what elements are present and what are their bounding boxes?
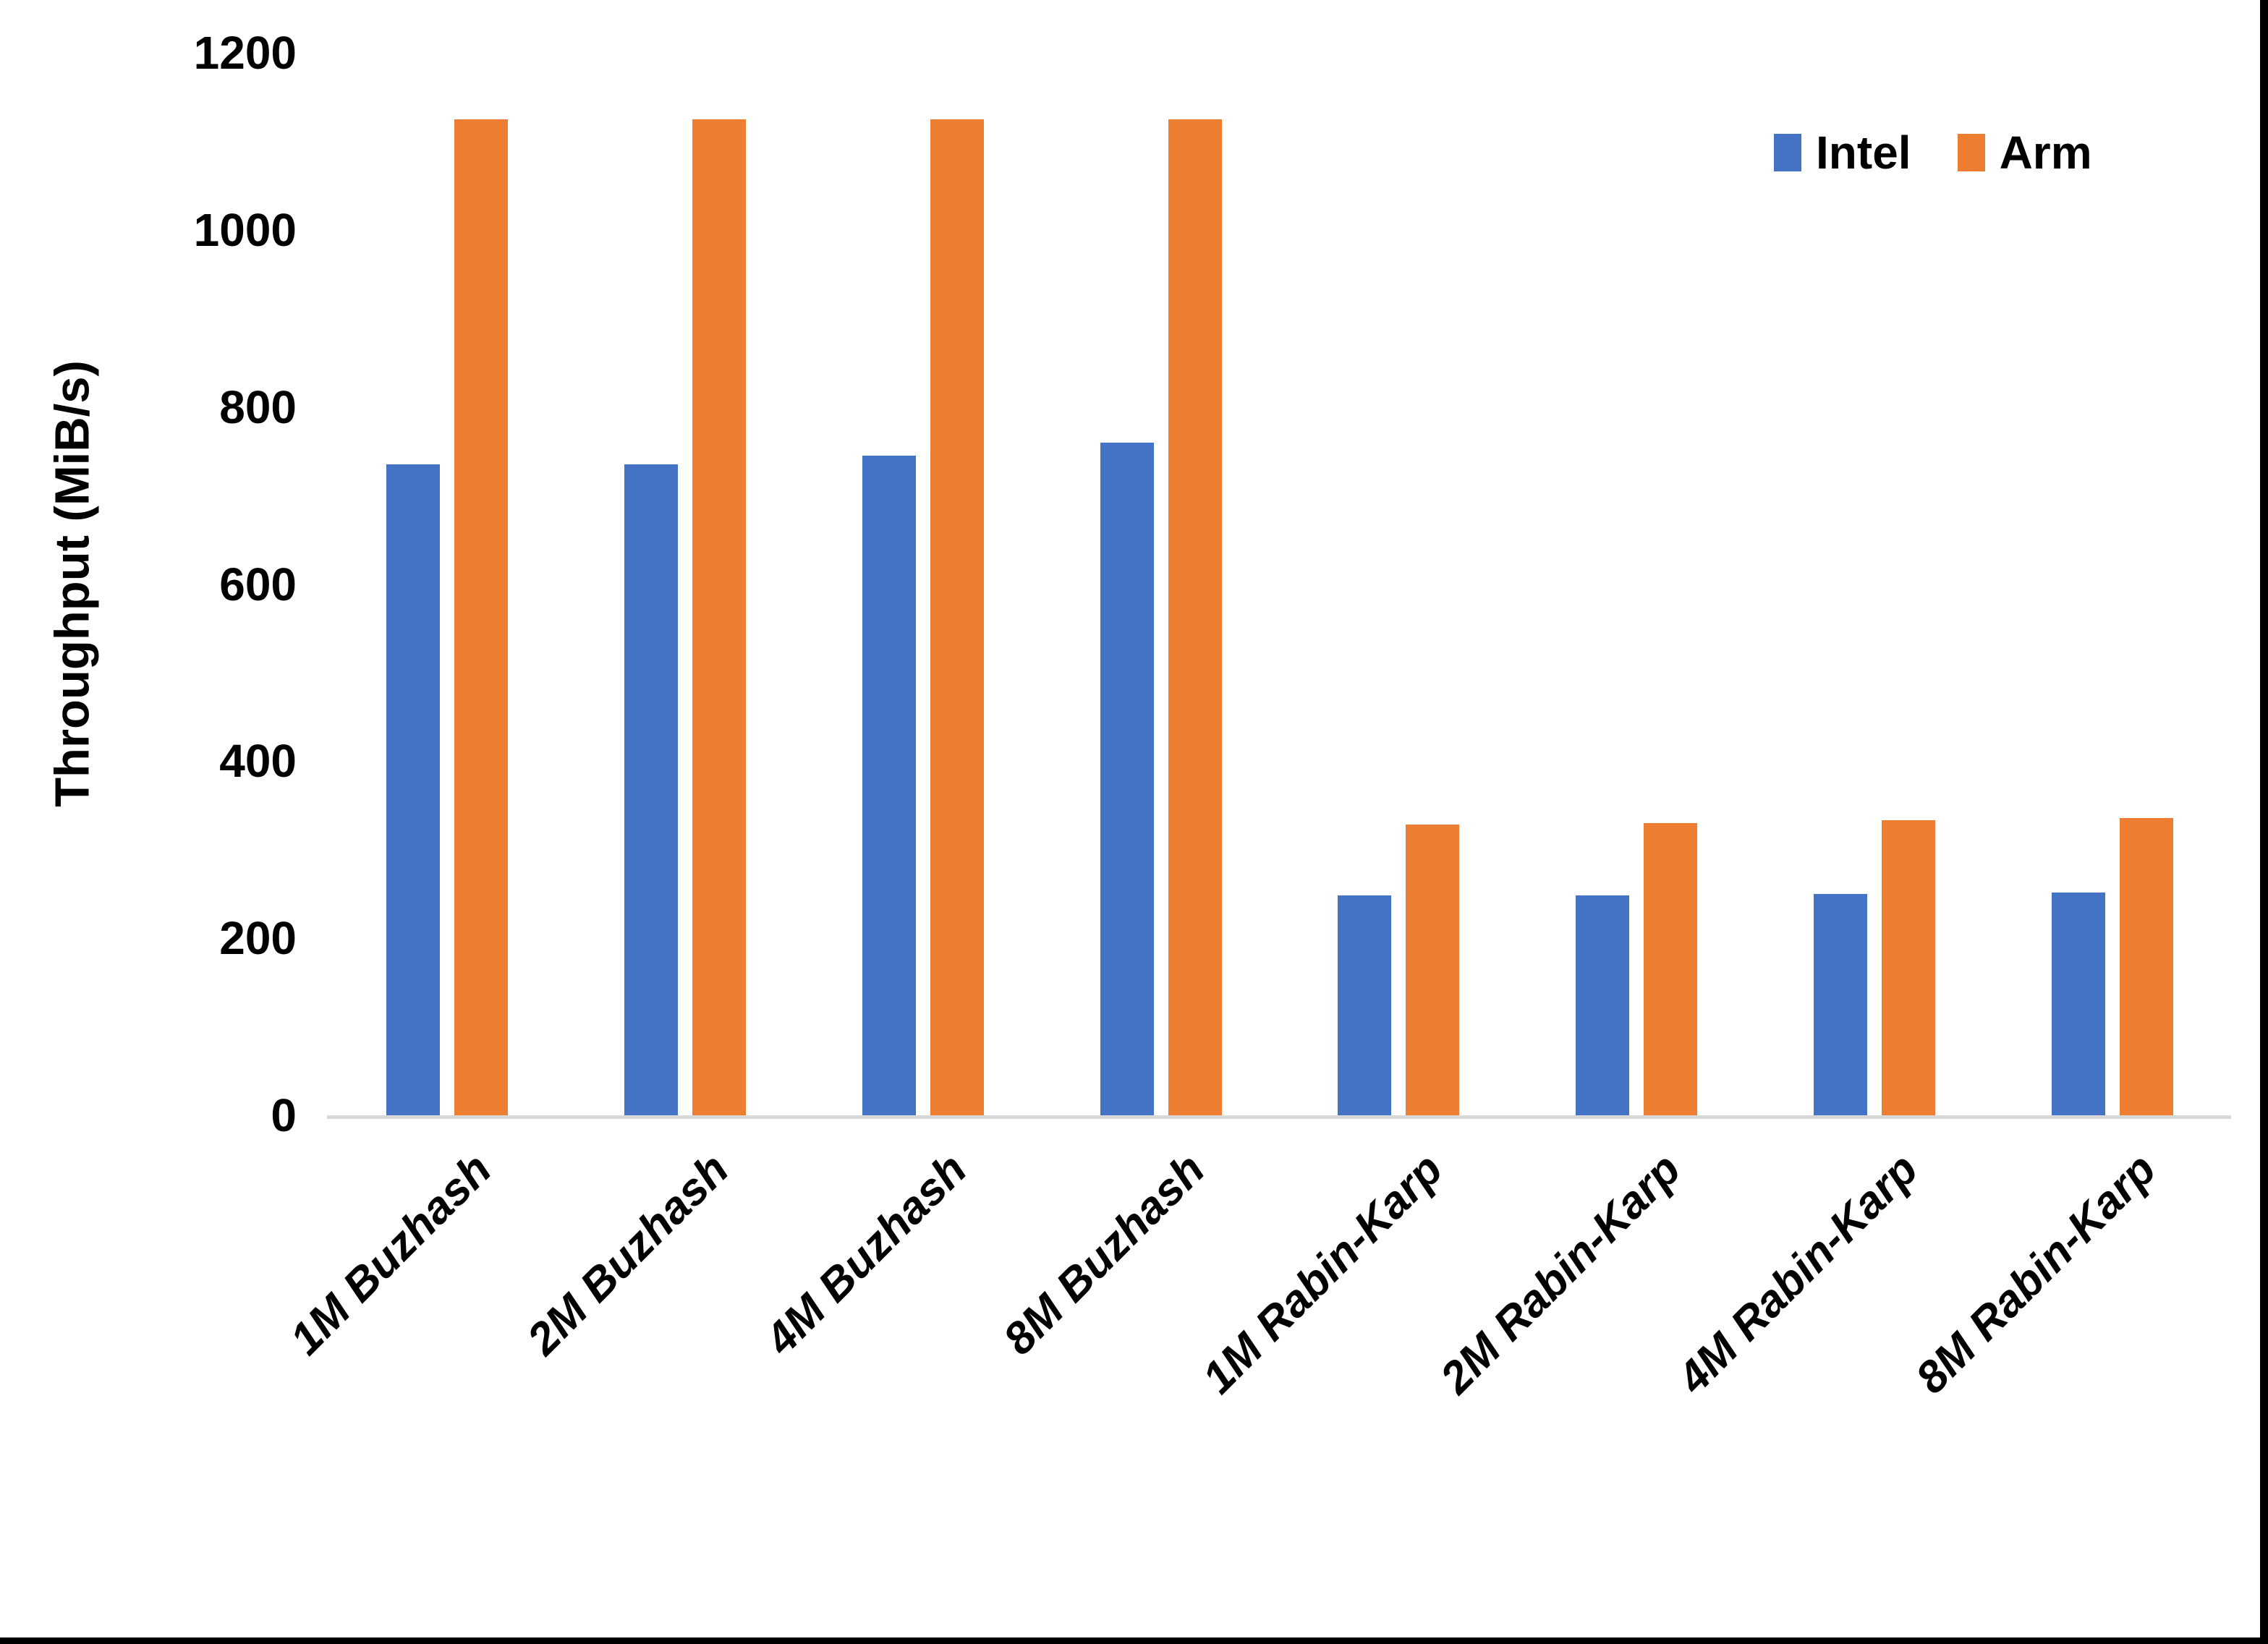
bar-arm-2m-rabin-karp (1644, 823, 1697, 1115)
x-category-label-8m-buzhash: 8M Buzhash (993, 1144, 1215, 1365)
bar-arm-1m-buzhash (454, 119, 508, 1115)
page-border-bottom (0, 1637, 2268, 1644)
bar-intel-4m-rabin-karp (1814, 894, 1867, 1115)
y-tick-label-1200: 1200 (193, 27, 297, 79)
x-category-label-2m-rabin-karp: 2M Rabin-Karp (1430, 1144, 1690, 1404)
bar-intel-2m-buzhash (624, 464, 678, 1115)
bar-intel-8m-buzhash (1100, 443, 1154, 1115)
bar-arm-8m-rabin-karp (2120, 818, 2173, 1115)
y-tick-label-400: 400 (219, 735, 297, 788)
bar-intel-1m-buzhash (386, 464, 440, 1115)
x-category-label-2m-buzhash: 2M Buzhash (518, 1144, 739, 1365)
bar-intel-8m-rabin-karp (2052, 893, 2105, 1115)
y-tick-label-800: 800 (219, 380, 297, 433)
bar-intel-4m-buzhash (862, 456, 916, 1115)
bar-intel-1m-rabin-karp (1338, 895, 1391, 1115)
x-category-label-4m-rabin-karp: 4M Rabin-Karp (1668, 1144, 1928, 1404)
x-category-label-4m-buzhash: 4M Buzhash (756, 1144, 977, 1365)
legend-swatch-arm (1957, 134, 1985, 171)
bar-intel-2m-rabin-karp (1576, 895, 1629, 1115)
bar-arm-4m-buzhash (930, 119, 984, 1115)
x-category-label-8m-rabin-karp: 8M Rabin-Karp (1906, 1144, 2166, 1404)
legend-item-intel: Intel (1774, 129, 1911, 176)
legend-label-intel: Intel (1816, 127, 1911, 179)
x-category-label-1m-rabin-karp: 1M Rabin-Karp (1193, 1144, 1453, 1404)
bar-arm-4m-rabin-karp (1882, 820, 1935, 1115)
y-tick-label-1000: 1000 (193, 203, 297, 256)
y-tick-label-600: 600 (219, 558, 297, 610)
page-border-right (2260, 0, 2268, 1644)
x-axis-line (327, 1115, 2231, 1119)
bar-arm-2m-buzhash (692, 119, 746, 1115)
y-tick-label-0: 0 (271, 1089, 297, 1141)
bar-arm-1m-rabin-karp (1406, 825, 1459, 1115)
y-tick-label-200: 200 (219, 912, 297, 965)
legend: Intel Arm (1774, 129, 2092, 176)
legend-label-arm: Arm (1999, 127, 2092, 179)
x-category-label-1m-buzhash: 1M Buzhash (280, 1144, 501, 1365)
legend-item-arm: Arm (1957, 127, 2092, 179)
bar-arm-8m-buzhash (1168, 119, 1222, 1115)
legend-swatch-intel (1774, 134, 1801, 171)
